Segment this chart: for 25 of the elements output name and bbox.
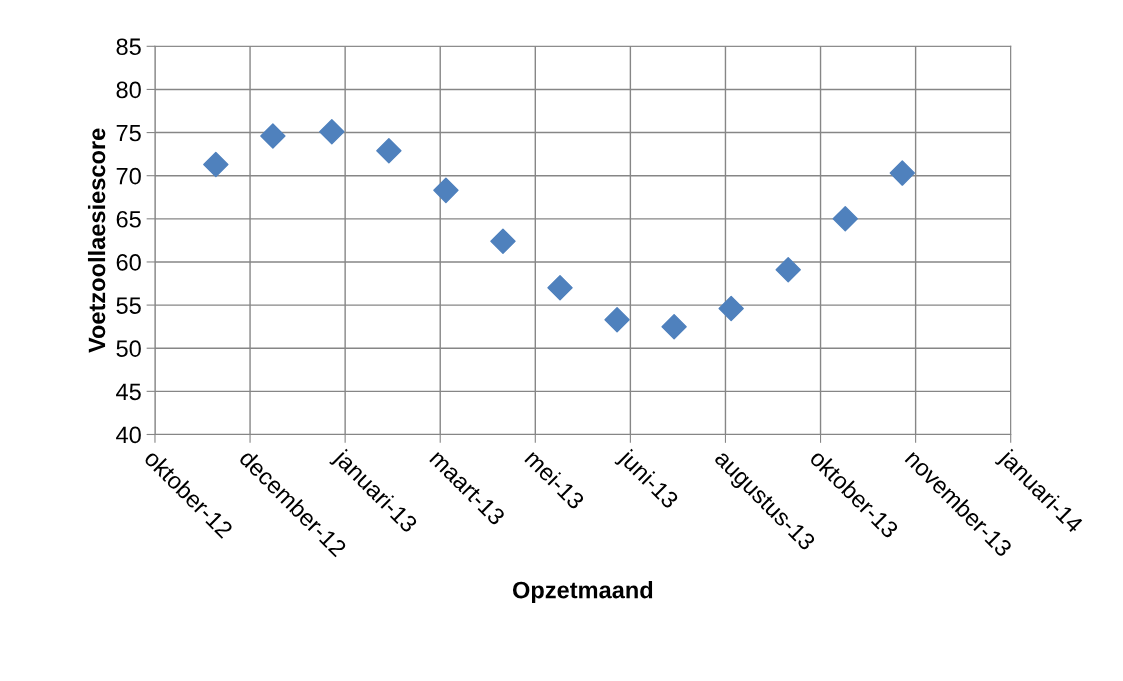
point xyxy=(547,275,573,301)
y-tick-label: 70 xyxy=(116,167,141,185)
y-tick-label: 40 xyxy=(116,426,141,444)
point xyxy=(718,295,744,322)
point xyxy=(775,256,801,283)
point xyxy=(832,206,858,232)
point xyxy=(889,160,916,186)
y-tick-label: 55 xyxy=(116,297,141,314)
point xyxy=(433,177,459,204)
y-tick-label: 60 xyxy=(116,254,141,271)
point xyxy=(604,307,630,333)
point xyxy=(319,118,345,145)
y-tick-label: 45 xyxy=(116,383,141,401)
y-tick-label: 65 xyxy=(116,210,141,228)
y-tick-label: 50 xyxy=(116,340,141,358)
y-tick-label: 85 xyxy=(116,38,141,56)
point xyxy=(661,313,687,340)
y-axis-title: Voetzoollaesiescore xyxy=(87,128,106,353)
x-axis-title: Opzetmaand xyxy=(512,581,653,604)
y-tick-label: 75 xyxy=(116,124,141,142)
point xyxy=(376,137,402,164)
y-tick-label: 80 xyxy=(116,81,141,99)
point xyxy=(490,228,516,254)
point xyxy=(203,151,229,178)
point xyxy=(260,123,286,149)
